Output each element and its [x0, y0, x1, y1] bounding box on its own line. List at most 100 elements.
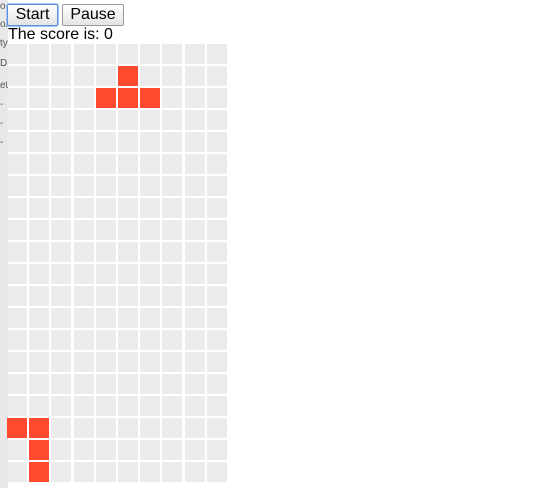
empty-cell [7, 110, 27, 130]
empty-cell [140, 242, 160, 262]
empty-cell [207, 396, 227, 416]
empty-cell [96, 308, 116, 328]
empty-cell [51, 242, 71, 262]
empty-cell [162, 462, 182, 482]
empty-cell [185, 374, 205, 394]
empty-cell [185, 110, 205, 130]
landed-block [29, 462, 49, 482]
empty-cell [74, 220, 94, 240]
tetris-board [7, 44, 229, 484]
empty-cell [7, 352, 27, 372]
empty-cell [96, 66, 116, 86]
empty-cell [29, 154, 49, 174]
empty-cell [162, 286, 182, 306]
empty-cell [51, 176, 71, 196]
empty-cell [96, 462, 116, 482]
empty-cell [162, 88, 182, 108]
empty-cell [74, 462, 94, 482]
empty-cell [207, 176, 227, 196]
falling-piece-block [96, 88, 116, 108]
empty-cell [207, 264, 227, 284]
empty-cell [29, 88, 49, 108]
empty-cell [51, 110, 71, 130]
empty-cell [51, 88, 71, 108]
empty-cell [162, 396, 182, 416]
empty-cell [96, 396, 116, 416]
background-text-fragment: o [0, 1, 6, 12]
empty-cell [51, 66, 71, 86]
empty-cell [29, 374, 49, 394]
empty-cell [51, 154, 71, 174]
empty-cell [185, 44, 205, 64]
empty-cell [74, 132, 94, 152]
empty-cell [51, 132, 71, 152]
empty-cell [29, 396, 49, 416]
empty-cell [140, 110, 160, 130]
empty-cell [96, 352, 116, 372]
empty-cell [207, 374, 227, 394]
empty-cell [7, 176, 27, 196]
empty-cell [7, 198, 27, 218]
pause-button[interactable]: Pause [62, 4, 124, 26]
empty-cell [207, 44, 227, 64]
landed-block [29, 440, 49, 460]
empty-cell [140, 330, 160, 350]
empty-cell [207, 462, 227, 482]
empty-cell [118, 132, 138, 152]
empty-cell [185, 396, 205, 416]
empty-cell [74, 154, 94, 174]
empty-cell [162, 352, 182, 372]
empty-cell [185, 198, 205, 218]
empty-cell [162, 418, 182, 438]
empty-cell [74, 352, 94, 372]
empty-cell [74, 440, 94, 460]
empty-cell [51, 198, 71, 218]
falling-piece-block [118, 88, 138, 108]
empty-cell [74, 418, 94, 438]
empty-cell [185, 418, 205, 438]
empty-cell [207, 418, 227, 438]
empty-cell [29, 264, 49, 284]
empty-cell [140, 308, 160, 328]
empty-cell [96, 242, 116, 262]
background-text-fragment: et [0, 80, 8, 91]
landed-block [7, 418, 27, 438]
empty-cell [96, 264, 116, 284]
empty-cell [118, 220, 138, 240]
empty-cell [118, 198, 138, 218]
empty-cell [140, 132, 160, 152]
empty-cell [7, 154, 27, 174]
empty-cell [162, 264, 182, 284]
empty-cell [51, 286, 71, 306]
empty-cell [185, 308, 205, 328]
empty-cell [185, 88, 205, 108]
empty-cell [207, 198, 227, 218]
empty-cell [207, 352, 227, 372]
score-value: 0 [104, 26, 113, 43]
empty-cell [162, 110, 182, 130]
empty-cell [162, 132, 182, 152]
empty-cell [96, 330, 116, 350]
empty-cell [185, 132, 205, 152]
empty-cell [207, 220, 227, 240]
empty-cell [207, 154, 227, 174]
empty-cell [207, 132, 227, 152]
empty-cell [118, 264, 138, 284]
start-button[interactable]: Start [7, 4, 58, 26]
background-text-fragment: oi [0, 19, 8, 30]
background-text-fragment: - [0, 118, 4, 129]
empty-cell [29, 132, 49, 152]
empty-cell [7, 330, 27, 350]
empty-cell [74, 110, 94, 130]
empty-cell [51, 220, 71, 240]
empty-cell [185, 176, 205, 196]
empty-cell [7, 308, 27, 328]
background-text-fragment: D [0, 58, 8, 69]
empty-cell [96, 132, 116, 152]
empty-cell [162, 44, 182, 64]
empty-cell [29, 44, 49, 64]
background-window-edge: o oi ty D et - - - [0, 0, 8, 488]
empty-cell [140, 440, 160, 460]
empty-cell [185, 220, 205, 240]
empty-cell [207, 66, 227, 86]
